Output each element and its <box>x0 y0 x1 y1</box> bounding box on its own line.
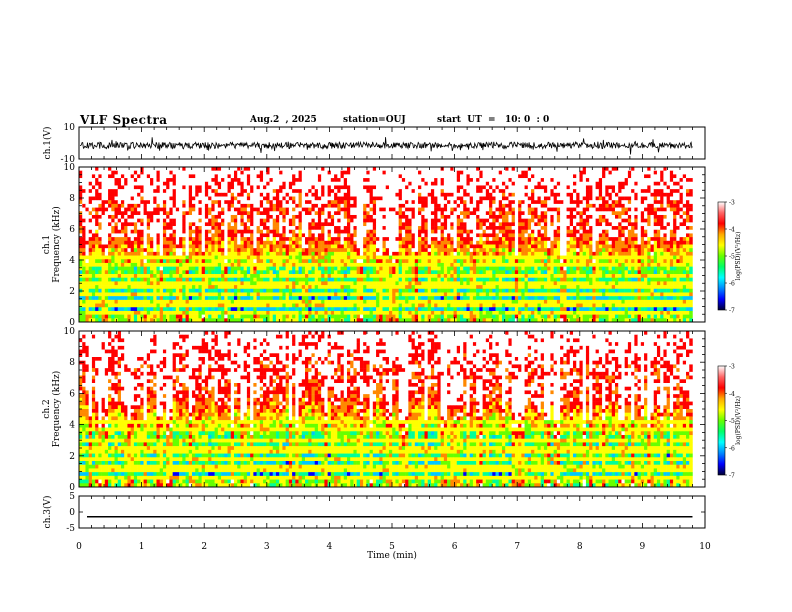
x-tick-label: 4 <box>327 542 333 552</box>
chart-title: VLF Spectra <box>80 113 168 127</box>
colorbar-tick-label: -3 <box>729 200 735 207</box>
colorbar-tick-label: -7 <box>729 473 735 480</box>
y-tick-label: 5 <box>69 492 75 502</box>
y-axis-label: Frequency (kHz) <box>51 371 62 448</box>
y-tick-label: -5 <box>66 524 75 534</box>
spectrogram-ch2 <box>79 331 693 488</box>
colorbar-tick-label: -3 <box>729 364 735 371</box>
colorbar-label: log(PSD)(V²/Hz) <box>735 232 742 281</box>
y-tick-label: 6 <box>69 389 75 399</box>
y-tick-label: 10 <box>64 163 76 173</box>
y-tick-label: 8 <box>69 194 75 204</box>
colorbar-tick-label: -5 <box>729 418 735 425</box>
x-ticks <box>78 167 706 322</box>
x-tick-label: 1 <box>139 542 145 552</box>
waveform-ch1-trace <box>79 137 693 155</box>
x-tick-label: 5 <box>389 542 395 552</box>
y-tick-label: 0 <box>69 318 75 328</box>
y-axis-label: Frequency (kHz) <box>51 206 62 283</box>
y-tick-label: 10 <box>64 327 76 337</box>
y-tick-label: 8 <box>69 358 75 368</box>
y-tick-label: 4 <box>69 256 75 266</box>
x-tick-label: 6 <box>452 542 458 552</box>
colorbar-tick-label: -4 <box>729 227 735 234</box>
start-time-label: start UT = 10: 0 : 0 <box>437 115 550 125</box>
y-tick-label: 6 <box>69 225 75 235</box>
x-tick-label: 9 <box>640 542 646 552</box>
date-label: Aug.2 , 2025 <box>250 115 317 125</box>
colorbar-tick-label: -6 <box>729 445 735 452</box>
y-tick-label: 0 <box>69 508 75 518</box>
channel-label: ch.2 <box>42 399 52 418</box>
x-axis-label: Time (min) <box>367 550 417 561</box>
x-tick-label: 7 <box>514 542 520 552</box>
colorbar-tick-label: -4 <box>729 391 735 398</box>
colorbar <box>717 201 726 311</box>
station-label: station=OUJ <box>343 115 406 125</box>
y-tick-label: 10 <box>64 123 76 133</box>
spectrogram-ch1 <box>79 167 693 323</box>
colorbar <box>717 365 726 476</box>
colorbar-tick-label: -5 <box>729 254 735 261</box>
y-axis-label: ch.1(V) <box>42 127 53 160</box>
x-tick-label: 8 <box>577 542 583 552</box>
y-tick-label: 0 <box>69 483 75 493</box>
y-ticks <box>79 166 705 323</box>
y-tick-label: 2 <box>69 287 75 297</box>
colorbar-tick-label: -6 <box>729 281 735 288</box>
x-ticks <box>78 127 706 159</box>
y-tick-label: 2 <box>69 452 75 462</box>
y-tick-label: 4 <box>69 421 75 431</box>
x-tick-label: 3 <box>264 542 270 552</box>
x-ticks <box>78 331 706 487</box>
x-tick-label: 2 <box>201 542 207 552</box>
colorbar-label: log(PSD)(V²/Hz) <box>735 396 742 445</box>
y-axis-label: ch.3(V) <box>42 496 53 529</box>
y-tick-label: -10 <box>61 155 76 165</box>
channel-label: ch.1 <box>42 235 52 254</box>
colorbar-tick-label: -7 <box>729 308 735 315</box>
y-ticks <box>79 330 705 488</box>
x-tick-label: 0 <box>76 542 82 552</box>
x-ticks <box>78 496 706 528</box>
x-tick-label: 10 <box>699 542 711 552</box>
